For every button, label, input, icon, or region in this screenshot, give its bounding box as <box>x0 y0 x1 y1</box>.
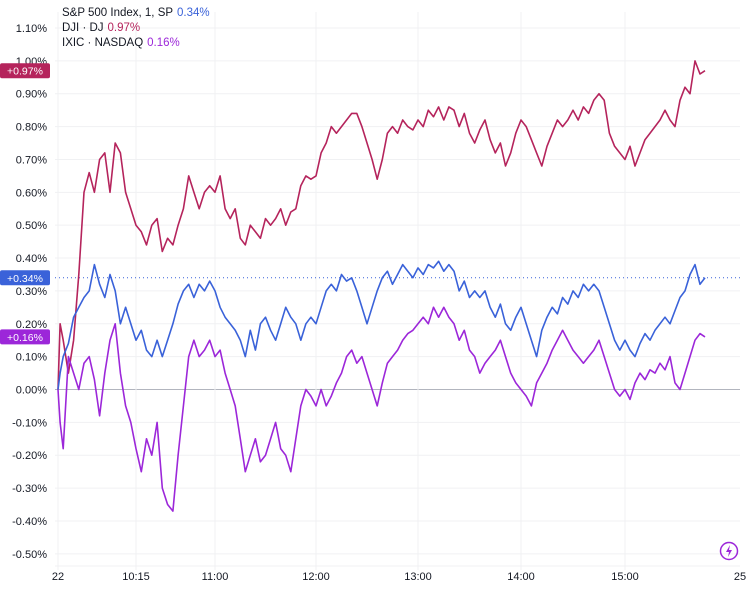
x-tick-label: 11:00 <box>202 571 229 583</box>
tradingview-logo-icon[interactable] <box>719 541 739 561</box>
x-tick-label: 25 <box>734 571 746 583</box>
legend-series-value: 0.97% <box>107 22 141 34</box>
x-tick-label: 22 <box>52 571 64 583</box>
x-tick-label: 13:00 <box>404 571 432 583</box>
x-tick-label: 15:00 <box>611 571 639 583</box>
y-tick-label: 0.20% <box>16 319 47 331</box>
x-tick-label: 12:00 <box>302 571 330 583</box>
y-tick-label: 0.00% <box>16 385 47 397</box>
grid-lines <box>55 12 740 570</box>
y-tick-label: 0.90% <box>16 89 47 101</box>
y-tick-label: 0.50% <box>16 220 47 232</box>
series-lines <box>57 60 706 512</box>
legend-row-dji[interactable]: DJI · DJ 0.97% <box>62 21 210 36</box>
value-badge <box>0 270 50 286</box>
y-tick-label: -0.20% <box>12 450 47 462</box>
y-tick-label: -0.30% <box>12 483 47 495</box>
legend-row-sp500[interactable]: S&P 500 Index, 1, SP 0.34% <box>62 6 210 21</box>
legend-series-name: IXIC · NASDAQ <box>62 37 144 49</box>
y-tick-label: 1.10% <box>16 23 47 35</box>
x-tick-label: 10:15 <box>122 571 150 583</box>
y-tick-label: -0.50% <box>12 549 47 561</box>
y-tick-label: -0.40% <box>12 516 47 528</box>
legend-row-ixic[interactable]: IXIC · NASDAQ 0.16% <box>62 36 210 51</box>
series-line <box>57 260 706 390</box>
y-tick-label: -0.10% <box>12 417 47 429</box>
y-axis-tick-labels: 1.10%1.00%0.90%0.80%0.70%0.60%0.50%0.40%… <box>12 23 47 561</box>
y-tick-label: 0.70% <box>16 154 47 166</box>
series-line <box>57 60 706 390</box>
y-tick-label: 0.80% <box>16 122 47 134</box>
value-badge <box>0 329 50 345</box>
y-tick-label: 0.40% <box>16 253 47 265</box>
x-axis-tick-labels: 22 10:15 11:00 12:00 13:00 14:00 15:00 25 <box>52 571 746 583</box>
value-badge <box>0 63 50 79</box>
y-tick-label: 0.30% <box>16 286 47 298</box>
last-value-badges: +0.97% +0.34% +0.16% <box>0 63 50 345</box>
value-badge-label: +0.97% <box>7 66 43 78</box>
series-line <box>57 306 706 512</box>
chart-legend: S&P 500 Index, 1, SP 0.34% DJI · DJ 0.97% … <box>62 6 210 51</box>
y-tick-label: 0.10% <box>16 352 47 364</box>
value-badge-label: +0.34% <box>7 273 43 285</box>
legend-series-name: DJI · DJ <box>62 22 104 34</box>
legend-series-value: 0.16% <box>147 37 180 49</box>
legend-series-value: 0.34% <box>177 7 210 19</box>
y-tick-label: 0.60% <box>16 187 47 199</box>
legend-series-name: S&P 500 Index, 1, SP <box>62 7 174 19</box>
x-tick-label: 14:00 <box>507 571 535 583</box>
value-badge-label: +0.16% <box>7 332 43 344</box>
